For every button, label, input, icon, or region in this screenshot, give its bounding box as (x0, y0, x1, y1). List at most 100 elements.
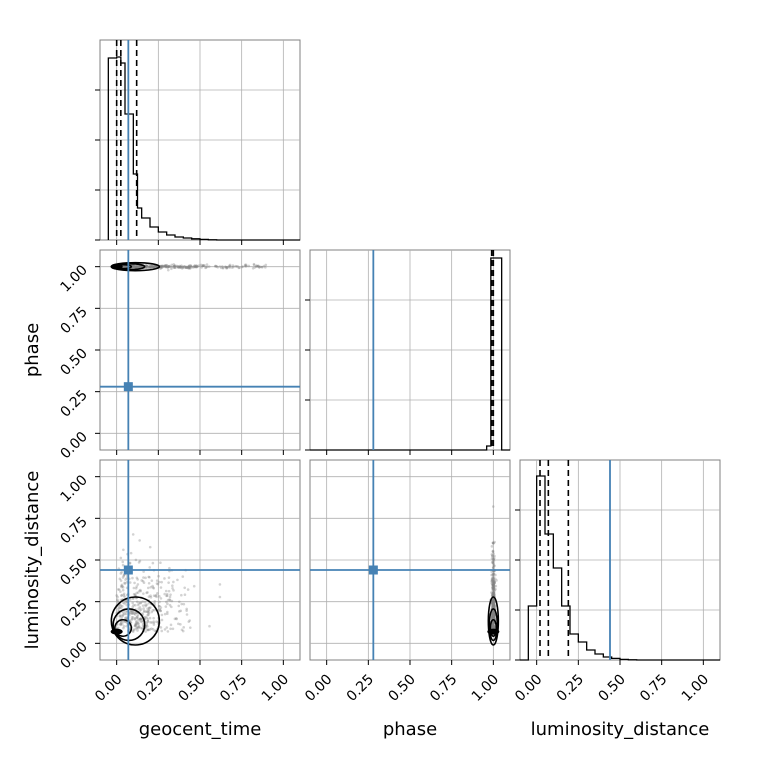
sample-point (134, 620, 138, 624)
sample-point (187, 264, 191, 267)
sample-point (147, 611, 151, 615)
sample-point (492, 611, 495, 615)
sample-point (491, 588, 495, 591)
sample-point (166, 268, 170, 272)
sample-point (149, 585, 153, 589)
sample-point (147, 608, 151, 612)
sample-point (138, 609, 142, 612)
sample-point (118, 577, 122, 581)
sample-point (491, 605, 495, 608)
sample-point (492, 616, 496, 619)
sample-point (490, 577, 494, 580)
sample-point (178, 265, 182, 269)
sample-point (177, 266, 180, 269)
sample-point (491, 612, 495, 615)
sample-point (125, 576, 129, 580)
sample-point (491, 615, 494, 618)
sample-point (235, 265, 238, 268)
sample-point (175, 264, 179, 268)
sample-point (131, 610, 135, 614)
sample-point (117, 588, 121, 591)
sample-point (144, 604, 148, 608)
sample-point (492, 614, 496, 617)
sample-point (131, 576, 134, 580)
sample-point (493, 554, 496, 558)
sample-point (158, 580, 161, 584)
sample-point (146, 628, 150, 631)
sample-point (167, 581, 170, 584)
y-tick-label: 1.00 (57, 472, 90, 505)
sample-point (148, 265, 152, 268)
sample-point (491, 586, 495, 589)
sample-point (159, 586, 163, 589)
sample-point (120, 593, 124, 597)
sample-point (490, 591, 493, 594)
x-tick-label: 1.00 (259, 672, 292, 705)
sample-point (140, 620, 143, 624)
sample-point (492, 578, 495, 582)
sample-point (141, 624, 145, 628)
sample-point (131, 265, 135, 268)
sample-point (136, 578, 139, 581)
sample-point (163, 628, 167, 631)
sample-point (132, 592, 136, 596)
sample-point (153, 600, 157, 603)
sample-point (121, 586, 125, 589)
sample-point (491, 583, 495, 587)
sample-point (135, 616, 139, 619)
sample-point (491, 625, 494, 628)
sample-point (492, 582, 496, 586)
sample-point (494, 584, 498, 588)
sample-point (221, 265, 224, 268)
sample-point (131, 617, 134, 621)
sample-point (157, 604, 161, 608)
sample-point (492, 613, 495, 616)
sample-point (491, 601, 494, 604)
sample-point (159, 265, 163, 268)
sample-point (148, 616, 152, 620)
sample-point (193, 264, 197, 268)
sample-point (491, 587, 495, 591)
sample-point (202, 264, 205, 267)
sample-point (169, 593, 172, 596)
sample-point (491, 613, 495, 617)
sample-point (492, 612, 496, 615)
sample-point (492, 584, 495, 587)
y-tick-label: 0.25 (57, 597, 90, 630)
sample-point (491, 550, 495, 553)
sample-point (491, 606, 494, 609)
sample-point (491, 566, 495, 569)
sample-point (490, 579, 494, 583)
sample-point (492, 579, 496, 583)
sample-point (236, 265, 240, 268)
sample-point (491, 584, 494, 587)
sample-point (492, 585, 495, 588)
sample-point (166, 610, 169, 614)
sample-point (491, 592, 495, 595)
sample-point (152, 616, 155, 620)
sample-point (181, 266, 185, 269)
truth-marker (368, 565, 378, 575)
sample-point (132, 264, 136, 267)
y-axis-label-luminosity-distance: luminosity_distance (22, 471, 43, 650)
sample-point (183, 586, 187, 590)
sample-point (493, 589, 496, 592)
sample-point (493, 540, 496, 544)
sample-point (201, 264, 204, 268)
sample-point (134, 623, 137, 627)
sample-point (493, 604, 497, 608)
sample-point (491, 602, 495, 605)
sample-point (169, 623, 173, 627)
sample-point (117, 588, 120, 591)
sample-point (192, 584, 196, 588)
sample-point (491, 572, 495, 576)
sample-point (149, 596, 153, 599)
sample-point (148, 265, 152, 268)
sample-point (492, 615, 496, 619)
sample-point (142, 581, 146, 585)
sample-point (232, 265, 235, 269)
sample-point (131, 630, 135, 633)
sample-point (151, 265, 155, 268)
sample-point (172, 263, 176, 266)
x-tick-label: 0.50 (595, 672, 628, 705)
